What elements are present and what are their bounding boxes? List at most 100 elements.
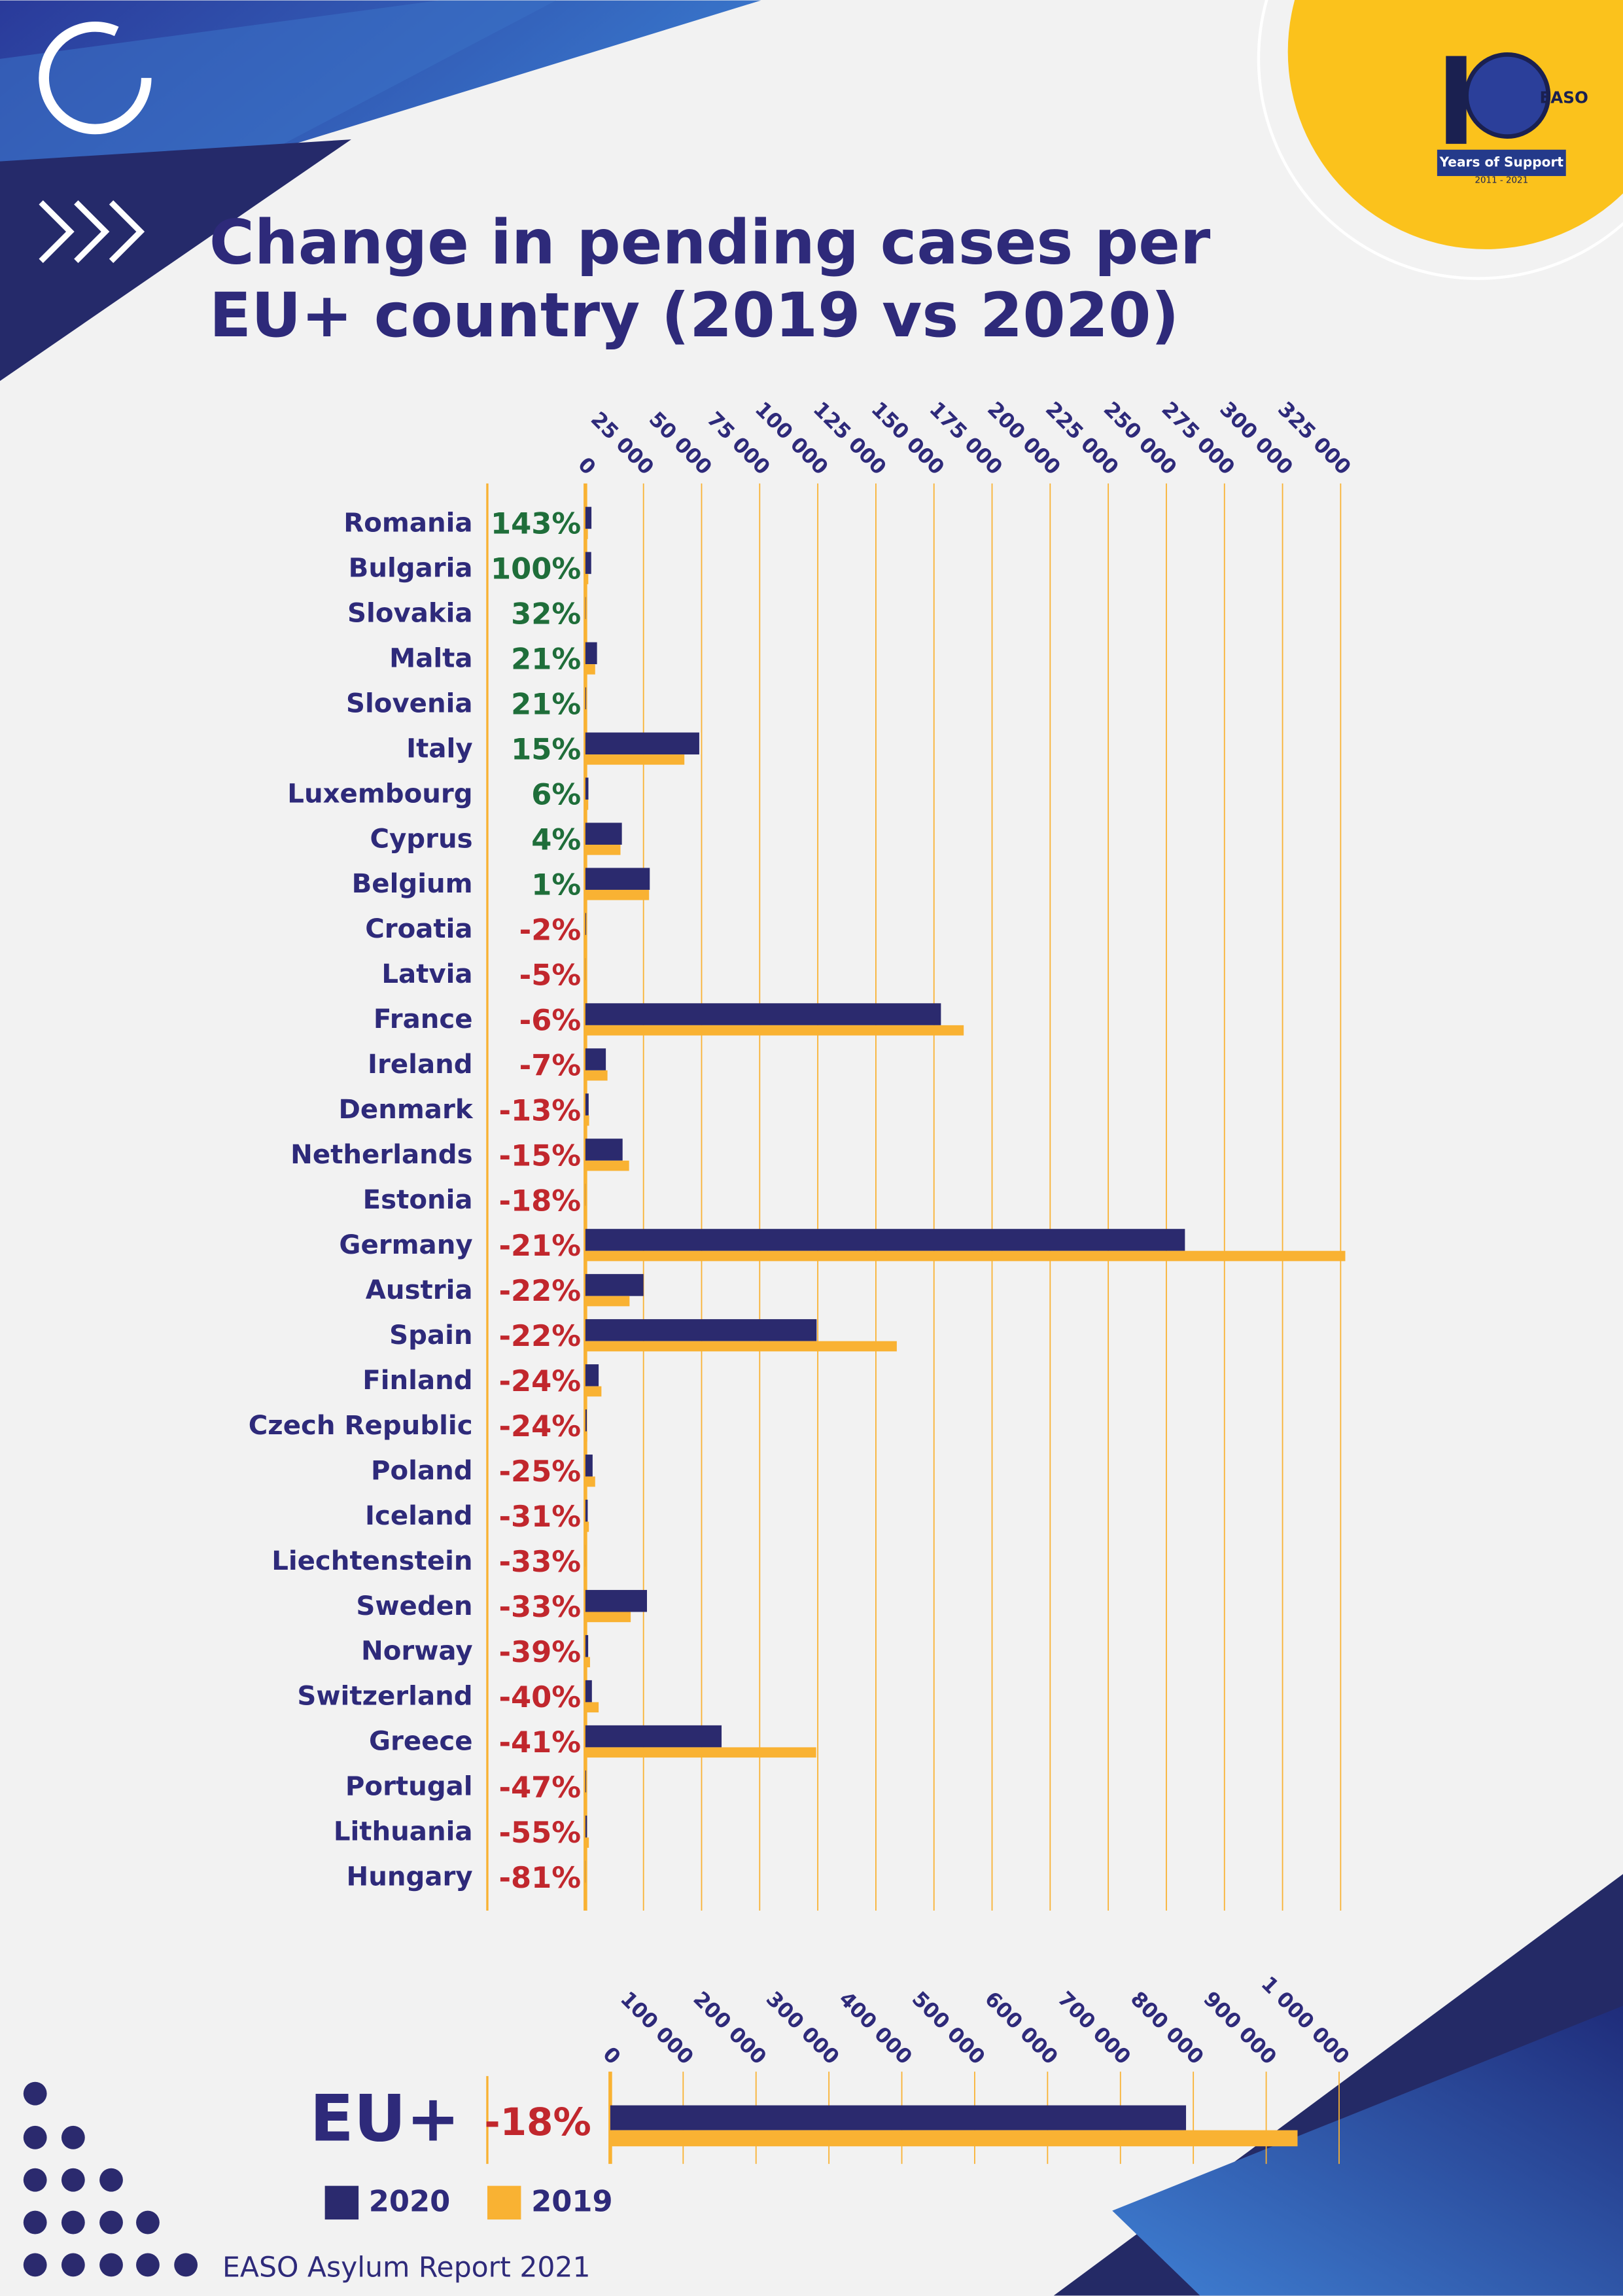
bar (585, 552, 591, 574)
change-label: -25% (498, 1454, 581, 1489)
change-label: -33% (498, 1544, 581, 1579)
category-label: Greece (369, 1727, 473, 1757)
bar (585, 1521, 589, 1532)
decor-shape (0, 139, 351, 381)
change-label: -21% (498, 1228, 581, 1263)
change-label: -18% (498, 1183, 581, 1218)
bar (585, 844, 621, 855)
change-label: -5% (519, 957, 582, 992)
category-label: Cyprus (370, 824, 473, 854)
change-label: 4% (531, 822, 581, 857)
bar (585, 1364, 599, 1386)
bar (585, 1386, 602, 1397)
bar (585, 934, 586, 945)
bar (585, 913, 586, 935)
bar (585, 1657, 590, 1668)
change-label: 100% (491, 552, 581, 586)
bar (585, 868, 650, 890)
bar (585, 1476, 595, 1487)
bar (585, 1296, 630, 1307)
category-label: Bulgaria (349, 553, 473, 583)
bar (585, 1115, 589, 1126)
logo-emblem (1464, 52, 1551, 139)
bar (585, 1680, 592, 1703)
decor-chevrons (39, 200, 145, 263)
chart-title: Change in pending cases per (209, 207, 1211, 278)
decor-ring (39, 22, 152, 135)
change-label: -47% (498, 1770, 581, 1805)
bar (585, 529, 588, 539)
category-label: Spain (389, 1320, 472, 1351)
category-label: Austria (366, 1275, 473, 1305)
category-label: Poland (371, 1456, 473, 1486)
logo-years: 2011 - 2021 (1475, 176, 1529, 186)
bar (585, 664, 595, 675)
change-label: 21% (511, 642, 581, 677)
category-label: Hungary (347, 1862, 473, 1892)
change-label: -22% (498, 1318, 581, 1353)
change-label: -24% (498, 1409, 581, 1443)
change-label: -2% (519, 912, 582, 947)
bar (585, 1160, 629, 1171)
category-label: Portugal (345, 1772, 473, 1802)
bar (585, 506, 592, 529)
change-label: -6% (519, 1002, 582, 1037)
category-label: Czech Republic (249, 1411, 473, 1441)
change-label: -33% (498, 1589, 581, 1624)
logo-brand: EASO (1539, 88, 1588, 107)
bar (585, 1589, 647, 1612)
category-label: Switzerland (297, 1682, 472, 1712)
bar (585, 1139, 623, 1161)
bar (585, 1702, 599, 1713)
legend-label: 2020 (369, 2183, 451, 2218)
category-label: Italy (406, 733, 472, 764)
bar (585, 709, 586, 720)
legend-swatch (487, 2185, 521, 2220)
category-label: Luxembourg (287, 779, 472, 809)
category-label: Latvia (381, 959, 472, 989)
bar (585, 1792, 587, 1803)
change-label: -41% (498, 1725, 581, 1759)
category-label: Iceland (365, 1501, 473, 1531)
bar (585, 1815, 587, 1838)
change-label: 6% (531, 777, 581, 812)
change-label: -31% (498, 1499, 581, 1534)
logo-tagline: Years of Support (1439, 154, 1564, 169)
change-label: 15% (511, 732, 581, 767)
bar (585, 800, 589, 810)
category-label: Malta (389, 643, 472, 673)
bar (585, 1341, 897, 1352)
bar (585, 754, 685, 765)
bar (585, 1409, 587, 1432)
bar (585, 822, 622, 845)
bar (585, 1770, 586, 1793)
bar (585, 687, 586, 710)
category-label: Slovenia (346, 688, 473, 718)
change-label: -39% (498, 1634, 581, 1669)
bar (585, 1274, 644, 1296)
change-label: 1% (531, 867, 581, 902)
bar (585, 1634, 589, 1657)
category-label: France (374, 1004, 473, 1034)
bar (610, 2130, 1298, 2147)
bar (585, 889, 650, 900)
bar (585, 777, 589, 800)
change-label: 143% (491, 506, 581, 541)
category-label: Germany (339, 1230, 472, 1260)
bar (585, 1250, 1346, 1262)
bar (585, 732, 699, 755)
category-label: Croatia (365, 914, 472, 944)
bar (585, 1612, 631, 1623)
category-label: Norway (361, 1636, 473, 1667)
bar (585, 1003, 941, 1025)
change-label: -24% (498, 1364, 581, 1398)
category-label: Sweden (356, 1591, 472, 1621)
bar (585, 1431, 587, 1442)
change-label: 21% (511, 687, 581, 722)
category-label: Slovakia (347, 598, 473, 628)
bar (585, 1048, 606, 1070)
bar (585, 642, 597, 665)
category-label: Lithuania (334, 1817, 473, 1847)
category-label: Ireland (368, 1050, 473, 1080)
